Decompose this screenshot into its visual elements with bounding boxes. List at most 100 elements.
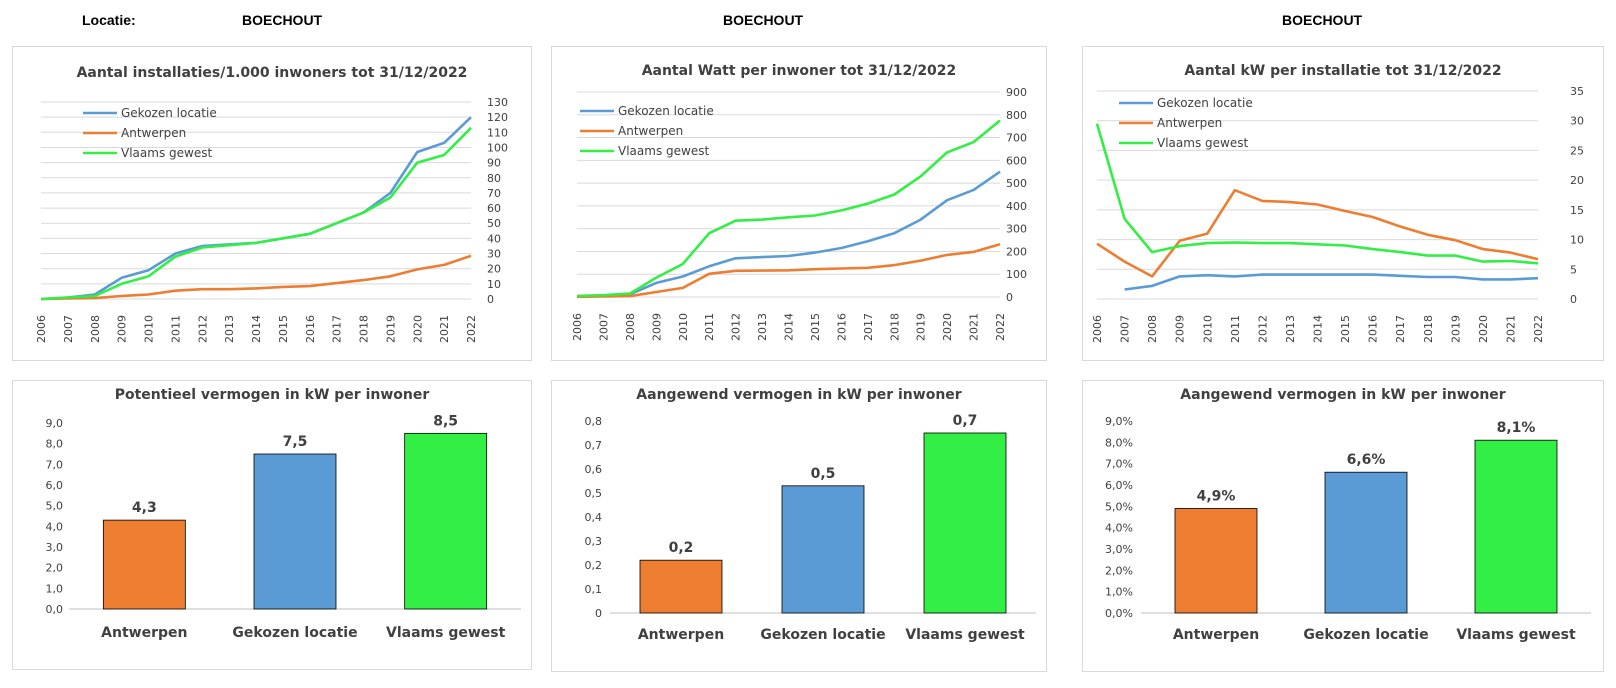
x-tick-label: 2010 [1201,315,1214,343]
y-tick-label: 4,0 [46,520,64,533]
x-tick-label: 2010 [677,313,690,341]
y-tick-label: 40 [487,232,501,245]
chart-panel-aangewend-pct: Aangewend vermogen in kW per inwoner 0,0%… [1082,380,1604,672]
y-tick-label: 5,0 [46,500,64,513]
x-tick-label: 2017 [862,313,875,341]
x-tick-label: 2022 [1532,315,1545,343]
x-tick-label: 2014 [1312,315,1325,343]
y-tick-label: 20 [1570,174,1584,187]
y-tick-label: 900 [1006,86,1027,99]
legend-label: Gekozen locatie [618,104,714,118]
y-tick-label: 0 [1570,293,1577,306]
x-tick-label: 2016 [1367,315,1380,343]
y-tick-label: 35 [1570,85,1584,98]
x-tick-label: 2014 [250,315,263,343]
y-tick-label: 9,0 [46,417,64,430]
x-tick-label: 2011 [1229,315,1242,343]
y-tick-label: 60 [487,202,501,215]
x-tick-label: 2014 [783,313,796,341]
category-label: Antwerpen [101,625,187,641]
y-tick-label: 8,0% [1105,436,1133,449]
y-tick-label: 0,7 [585,439,603,452]
series-line-antwerpen [576,242,1001,299]
chart-title: Aantal installaties/1.000 inwoners tot 3… [77,65,468,81]
line-chart-svg: Aantal Watt per inwoner tot 31/12/2022 0 1… [571,63,1027,341]
x-tick-label: 2019 [915,313,928,341]
y-tick-label: 0 [1006,291,1013,304]
x-tick-label: 2009 [650,313,663,341]
x-tick-label: 2012 [730,313,743,341]
bar-chart-svg: Potentieel vermogen in kW per inwoner 0,0… [46,387,521,641]
y-tick-label: 7,0% [1105,458,1133,471]
x-tick-label: 2020 [941,313,954,341]
x-tick-label: 2008 [624,313,637,341]
y-tick-label: 20 [487,263,501,276]
category-label: Gekozen locatie [232,625,357,641]
legend-label: Antwerpen [1157,116,1222,130]
x-tick-label: 2021 [1504,315,1517,343]
chart-title: Potentieel vermogen in kW per inwoner [115,387,430,403]
chart-panel-potentieel: Potentieel vermogen in kW per inwoner 0,0… [12,380,532,670]
y-tick-label: 110 [487,126,508,139]
x-tick-label: 2021 [438,315,451,343]
data-label: 0,5 [811,466,836,482]
x-tick-label: 2012 [196,315,209,343]
y-tick-label: 1,0% [1105,586,1133,599]
data-label: 0,7 [953,413,978,429]
series-line-antwerpen [40,254,472,301]
x-tick-label: 2013 [1284,315,1297,343]
x-tick-label: 2019 [1449,315,1462,343]
y-tick-label: 0,0% [1105,607,1133,620]
chart-panel-aangewend-kw: Aangewend vermogen in kW per inwoner 0 0,1… [551,380,1047,672]
x-tick-label: 2009 [116,315,129,343]
y-tick-label: 400 [1006,200,1027,213]
data-label: 6,6% [1347,452,1386,468]
y-tick-label: 70 [487,187,501,200]
data-label: 4,3 [132,500,157,516]
y-tick-label: 500 [1006,177,1027,190]
x-tick-label: 2022 [994,313,1007,341]
x-tick-label: 2020 [411,315,424,343]
y-tick-label: 130 [487,96,508,109]
y-tick-label: 25 [1570,144,1584,157]
x-tick-label: 2008 [1146,315,1159,343]
y-tick-label: 30 [1570,115,1584,128]
y-tick-label: 7,0 [46,458,64,471]
x-tick-label: 2007 [597,313,610,341]
x-tick-label: 2012 [1256,315,1269,343]
category-label: Antwerpen [638,627,724,643]
series-line-antwerpen [1096,188,1539,278]
x-tick-label: 2013 [756,313,769,341]
y-tick-label: 6,0% [1105,479,1133,492]
y-tick-label: 8,0 [46,438,64,451]
x-tick-label: 2008 [89,315,102,343]
x-tick-label: 2011 [169,315,182,343]
y-tick-label: 300 [1006,223,1027,236]
series-line-vlaams [1095,123,1539,265]
bar-vlaams [923,432,1007,614]
category-label: Vlaams gewest [905,627,1025,643]
y-tick-label: 5,0% [1105,500,1133,513]
y-tick-label: 0,4 [585,511,603,524]
y-tick-label: 10 [487,278,501,291]
y-tick-label: 100 [1006,268,1027,281]
x-tick-label: 2013 [223,315,236,343]
x-tick-label: 2015 [277,315,290,343]
bar-chart-svg: Aangewend vermogen in kW per inwoner 0,0%… [1105,387,1591,643]
y-tick-label: 0 [595,607,602,620]
y-tick-label: 3,0 [46,541,64,554]
data-label: 0,2 [669,540,694,556]
x-tick-label: 2011 [703,313,716,341]
y-tick-label: 50 [487,217,501,230]
x-tick-label: 2019 [384,315,397,343]
y-tick-label: 10 [1570,234,1584,247]
legend-label: Gekozen locatie [1157,96,1253,110]
x-tick-label: 2010 [143,315,156,343]
chart-title: Aangewend vermogen in kW per inwoner [636,387,961,403]
bar-vlaams [1474,439,1558,614]
x-tick-label: 2018 [1422,315,1435,343]
legend-label: Vlaams gewest [618,144,709,158]
location-name-1: BOECHOUT [242,12,323,28]
x-tick-label: 2007 [62,315,75,343]
y-tick-label: 0,5 [585,487,603,500]
